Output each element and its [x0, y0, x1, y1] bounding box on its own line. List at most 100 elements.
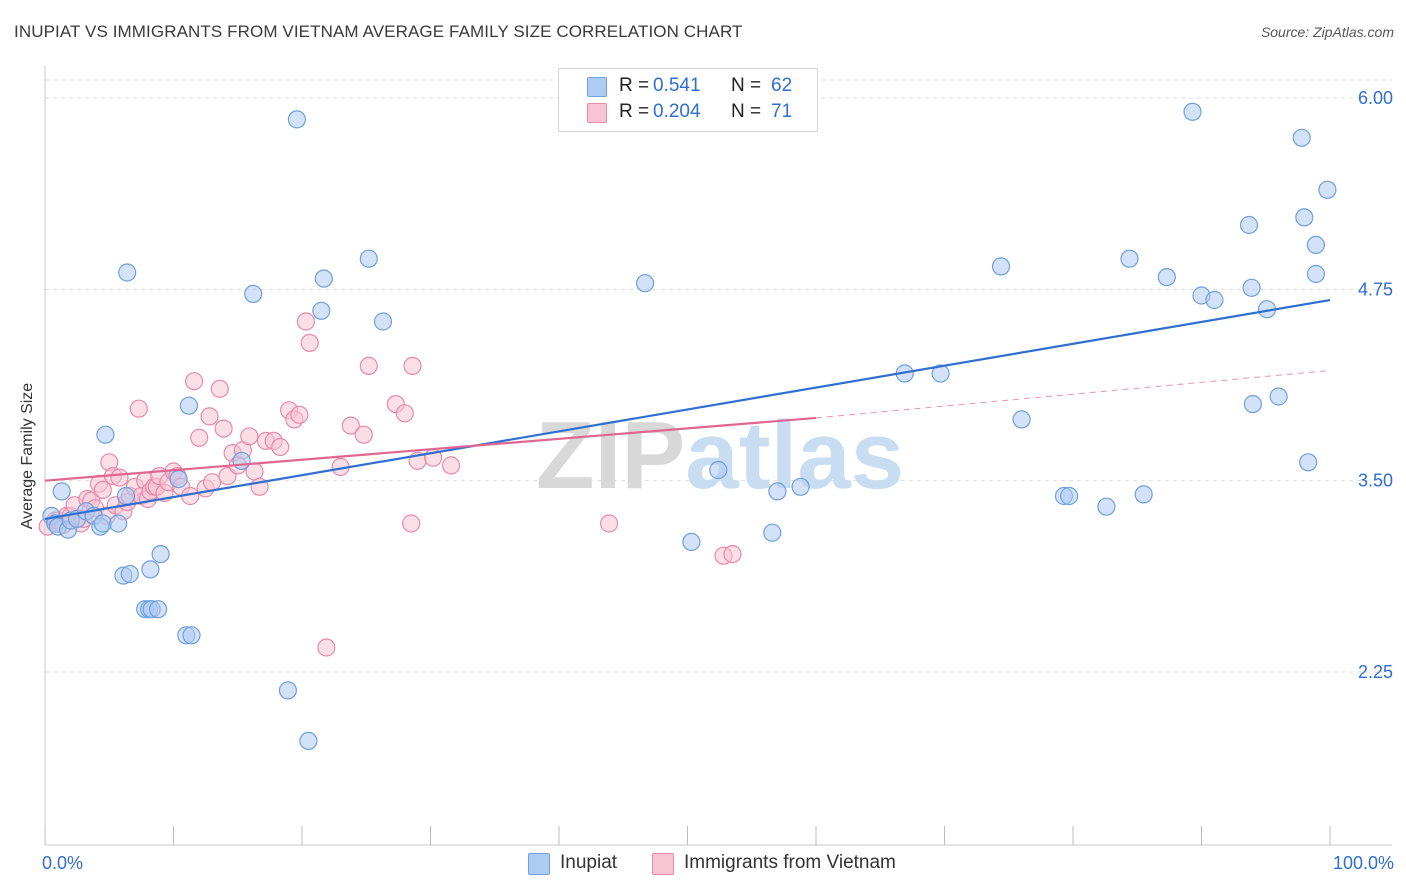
vietnam-point	[185, 372, 204, 391]
inupiat-point	[1318, 180, 1337, 199]
ticklabel-layer: 2.25 3.50 4.75 6.00 0.0% 100.0%	[42, 88, 1394, 873]
y-tick-label: 3.50	[1358, 471, 1393, 491]
inupiat-point	[1183, 102, 1202, 121]
inupiat-point	[1299, 453, 1318, 472]
vietnam-point	[395, 404, 414, 423]
inupiat-point	[151, 544, 170, 564]
y-axis-label: Average Family Size	[19, 382, 36, 530]
inupiat-swatch	[528, 853, 550, 875]
vietnam-point	[341, 416, 360, 435]
bottom-legend-label: Inupiat	[560, 852, 618, 873]
chart-title: INUPIAT VS IMMIGRANTS FROM VIETNAM AVERA…	[14, 22, 743, 41]
legend-r-label: R =	[619, 75, 650, 96]
inupiat-swatch	[587, 77, 607, 97]
points-layer	[38, 102, 1337, 751]
inupiat-point	[1269, 387, 1288, 406]
vietnam-point	[110, 468, 129, 487]
inupiat-point	[359, 249, 378, 268]
vietnam-point	[359, 356, 378, 375]
vietnam-point	[129, 399, 148, 418]
inupiat-point	[182, 626, 201, 645]
legend-n-value: 71	[771, 101, 793, 122]
vietnam-point	[300, 333, 319, 352]
bottom-legend-label: Immigrants from Vietnam	[684, 852, 896, 873]
inupiat-point	[52, 482, 71, 501]
legend-r-label: R =	[619, 101, 650, 122]
inupiat-point	[232, 451, 251, 470]
vietnam-point	[200, 407, 219, 426]
axis-layer	[44, 66, 1392, 846]
vietnam-point	[240, 427, 259, 446]
inupiat-point	[1205, 290, 1224, 310]
inupiat-point	[96, 425, 115, 444]
inupiat-point	[299, 731, 318, 751]
inupiat-point	[791, 477, 810, 496]
inupiat-point	[991, 257, 1011, 276]
inupiat-point	[93, 514, 112, 533]
vietnam-point	[290, 405, 309, 424]
legend: R = 0.541 N = 62 R = 0.204 N = 71	[558, 68, 818, 132]
inupiat-point	[1012, 410, 1031, 429]
inupiat-point	[1134, 485, 1153, 504]
inupiat-point	[149, 600, 168, 619]
legend-n-label: N =	[731, 101, 762, 122]
y-tick-label: 4.75	[1358, 279, 1393, 299]
vietnam-point	[317, 638, 336, 657]
inupiat-point	[312, 301, 331, 320]
inupiat-point	[141, 560, 160, 579]
inupiat-trendline	[44, 298, 1331, 521]
vietnam-point	[354, 425, 373, 444]
inupiat-point	[931, 364, 950, 383]
vietnam-point	[442, 456, 461, 475]
inupiat-point	[1306, 264, 1326, 284]
inupiat-point	[763, 523, 782, 542]
inupiat-point	[169, 470, 188, 489]
inupiat-point	[118, 263, 137, 282]
inupiat-point	[287, 110, 306, 129]
trend-layer	[44, 298, 1331, 521]
inupiat-point	[1243, 395, 1263, 414]
grid-layer	[45, 79, 1392, 673]
vietnam-point	[214, 419, 233, 438]
vietnam-trendline	[44, 416, 817, 482]
vietnam-swatch	[652, 853, 674, 875]
vietnam-point	[723, 544, 742, 564]
inupiat-point	[278, 681, 297, 700]
x-tick-label: 100.0%	[1333, 853, 1394, 873]
inupiat-point	[709, 460, 728, 480]
legend-n-label: N =	[731, 75, 762, 96]
y-tick-label: 6.00	[1358, 88, 1393, 108]
inupiat-point	[1059, 486, 1079, 506]
inupiat-point	[1157, 268, 1176, 287]
vietnam-point	[210, 379, 229, 398]
watermark: ZIPatlas	[536, 402, 904, 509]
vietnam-swatch	[587, 103, 607, 123]
inupiat-point	[109, 514, 128, 533]
inupiat-point	[244, 284, 263, 303]
inupiat-point	[1120, 249, 1139, 268]
inupiat-point	[1242, 278, 1261, 297]
vietnam-trendline-extrapolated	[815, 369, 1331, 419]
legend-r-value: 0.541	[653, 75, 701, 96]
vietnam-point	[402, 514, 421, 533]
inupiat-point	[1239, 215, 1259, 235]
inupiat-point	[1306, 235, 1326, 254]
inupiat-point	[682, 532, 701, 552]
inupiat-point	[373, 312, 393, 331]
inupiat-point	[635, 274, 655, 293]
vietnam-point	[271, 437, 290, 457]
legend-n-value: 62	[771, 75, 793, 96]
vietnam-point	[296, 312, 315, 331]
source-label: Source: ZipAtlas.com	[1260, 24, 1394, 40]
vietnam-point	[93, 480, 112, 499]
inupiat-point	[314, 269, 333, 288]
legend-r-value: 0.204	[653, 101, 701, 122]
vietnam-point	[403, 356, 422, 375]
inupiat-point	[768, 482, 787, 501]
inupiat-point	[1292, 128, 1311, 147]
x-tick-label: 0.0%	[42, 853, 83, 873]
inupiat-point	[1295, 208, 1314, 227]
vietnam-point	[190, 428, 209, 447]
inupiat-point	[179, 396, 198, 415]
